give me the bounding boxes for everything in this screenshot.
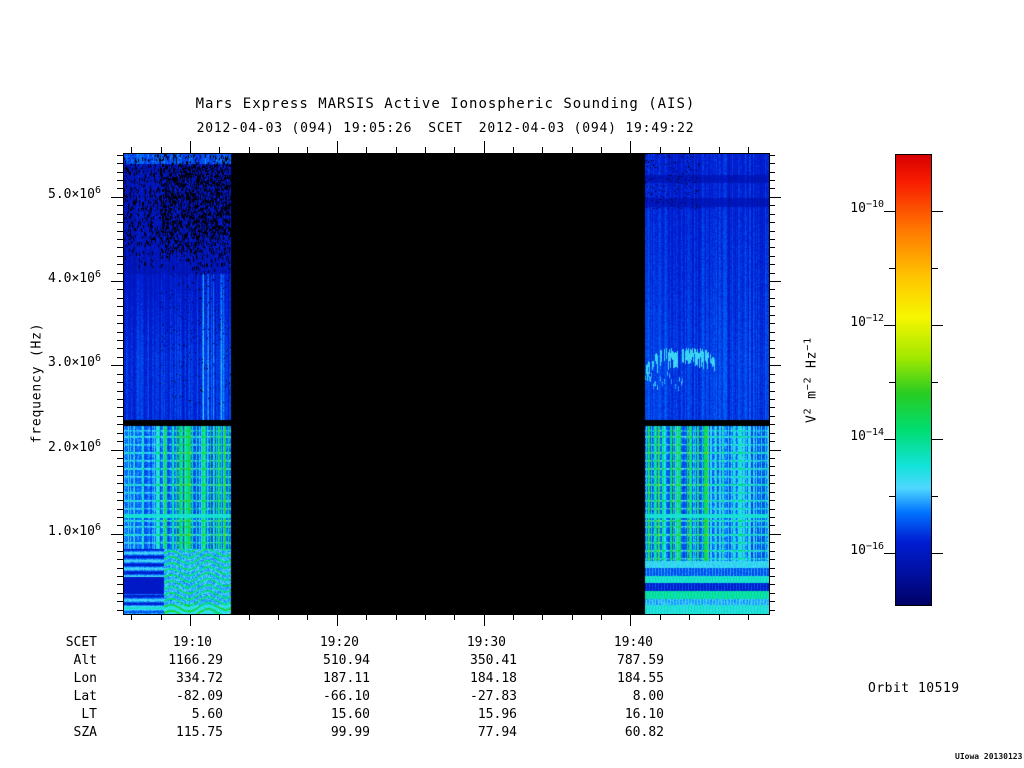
ephemeris-table: SCET 19:10 19:20 19:30 19:40 Alt 1166.29 510.94… <box>55 634 664 742</box>
ephemeris-value: 19:30 <box>466 635 506 650</box>
unit-m: m <box>804 390 820 408</box>
colorbar-tick-label: 10−12 <box>850 313 884 330</box>
scet-label: SCET <box>428 121 463 136</box>
y-tick-label: 4.0×106 <box>48 269 101 286</box>
y-axis-label: frequency (Hz) <box>29 322 45 444</box>
y-tick-label: 3.0×106 <box>48 353 101 370</box>
ephemeris-value: 8.00 <box>632 689 664 704</box>
ephemeris-row-label: SCET <box>65 635 97 650</box>
ephemeris-value: 187.11 <box>323 671 370 686</box>
ephemeris-value: 1166.29 <box>168 653 223 668</box>
y-tick-label: 5.0×106 <box>48 185 101 202</box>
ephemeris-value: 15.60 <box>330 707 370 722</box>
ephemeris-value: 16.10 <box>624 707 664 722</box>
ephemeris-value: 5.60 <box>191 707 223 722</box>
ephemeris-value: 115.75 <box>176 725 223 740</box>
ephemeris-value: 19:10 <box>172 635 212 650</box>
scet-start: 2012-04-03 (094) 19:05:26 <box>196 121 413 136</box>
ephemeris-value: 787.59 <box>617 653 664 668</box>
ephemeris-row-label: Lon <box>73 671 97 686</box>
unit-m-exp: −2 <box>802 376 814 391</box>
credit-stamp: UIowa 20130123 <box>955 752 1023 761</box>
spectrogram-plot <box>123 153 770 615</box>
ephemeris-value: 350.41 <box>470 653 517 668</box>
ephemeris-value: -27.83 <box>470 689 517 704</box>
ephemeris-value: 77.94 <box>477 725 517 740</box>
ephemeris-value: 184.18 <box>470 671 517 686</box>
figure-title: Mars Express MARSIS Active Ionospheric S… <box>195 96 696 112</box>
colorbar-tick-label: 10−14 <box>850 427 884 444</box>
ephemeris-row-label: LT <box>81 707 97 722</box>
scet-range: 2012-04-03 (094) 19:05:26 SCET 2012-04-0… <box>123 121 768 136</box>
colorbar-unit-label: V2 m−2 Hz−1 <box>802 337 820 423</box>
ephemeris-value: -66.10 <box>323 689 370 704</box>
ephemeris-row-label: SZA <box>73 725 97 740</box>
colorbar-tick-label: 10−16 <box>850 541 884 558</box>
ephemeris-value: 184.55 <box>617 671 664 686</box>
y-tick-label: 2.0×106 <box>48 438 101 455</box>
ephemeris-value: 510.94 <box>323 653 370 668</box>
ephemeris-value: -82.09 <box>176 689 223 704</box>
spectrogram-canvas <box>124 154 769 614</box>
ephemeris-value: 15.96 <box>477 707 517 722</box>
unit-v: V <box>804 414 820 423</box>
colorbar-tick-label: 10−10 <box>850 199 884 216</box>
ephemeris-value: 99.99 <box>330 725 370 740</box>
orbit-annotation: Orbit 10519 <box>868 681 960 696</box>
y-tick-label: 1.0×106 <box>48 522 101 539</box>
unit-hz-exp: −1 <box>802 337 814 351</box>
ephemeris-value: 60.82 <box>624 725 664 740</box>
ephemeris-value: 334.72 <box>176 671 223 686</box>
colorbar <box>895 154 932 606</box>
unit-hz: Hz <box>804 350 820 377</box>
scet-end: 2012-04-03 (094) 19:49:22 <box>478 121 695 136</box>
ephemeris-row-label: Alt <box>73 653 97 668</box>
ephemeris-row-label: Lat <box>73 689 97 704</box>
ephemeris-value: 19:40 <box>613 635 653 650</box>
ephemeris-value: 19:20 <box>319 635 359 650</box>
unit-v-exp: 2 <box>802 407 814 415</box>
